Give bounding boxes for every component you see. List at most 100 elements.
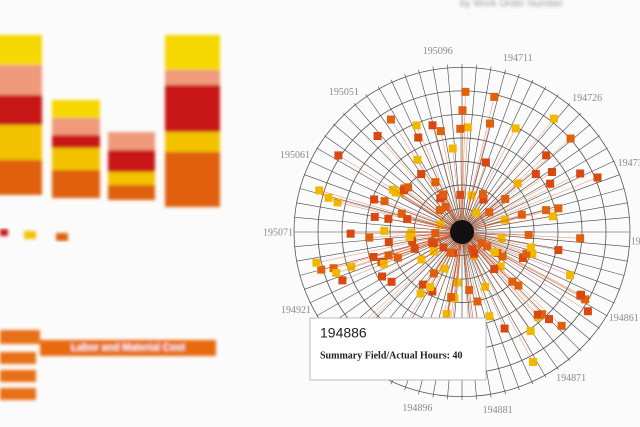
point: [436, 127, 445, 136]
link: [416, 125, 463, 233]
point: [431, 178, 440, 187]
panel-title: by Work Order Number: [460, 0, 564, 10]
point: [377, 272, 386, 281]
point: [501, 195, 510, 204]
point: [511, 124, 520, 133]
point: [517, 210, 526, 219]
point: [405, 233, 414, 242]
link: [461, 231, 581, 239]
point: [481, 282, 490, 291]
table-cell: [0, 370, 36, 382]
point: [347, 262, 356, 271]
point: [428, 239, 437, 248]
radial-label: 194881: [483, 405, 513, 416]
tooltip: 194886 Summary Field/Actual Hours: 40: [309, 317, 487, 381]
point: [400, 186, 409, 195]
link: [391, 231, 463, 283]
radial-label: 194871: [556, 373, 586, 384]
point: [545, 315, 554, 324]
point: [380, 197, 389, 206]
bar-segment: [52, 118, 100, 135]
point: [548, 212, 557, 221]
point: [468, 245, 477, 254]
point: [518, 253, 527, 262]
point: [338, 276, 347, 285]
point: [370, 195, 379, 204]
point: [334, 151, 343, 160]
point: [554, 246, 563, 255]
point: [439, 190, 448, 199]
spoke: [461, 231, 571, 361]
point: [576, 234, 585, 243]
point: [332, 268, 341, 277]
point: [414, 133, 423, 142]
point: [483, 242, 492, 251]
link: [336, 231, 463, 274]
link: [452, 148, 463, 233]
point: [529, 357, 538, 366]
link: [461, 231, 571, 276]
link: [381, 231, 463, 277]
point: [526, 243, 535, 252]
point: [403, 215, 412, 224]
link: [461, 231, 559, 251]
point: [533, 310, 542, 319]
point: [528, 249, 537, 258]
spoke: [461, 66, 492, 233]
spoke: [309, 160, 463, 233]
point: [436, 220, 445, 229]
point: [379, 259, 388, 268]
link: [461, 162, 487, 233]
link: [321, 231, 463, 270]
bar-segment: [0, 65, 42, 95]
radial-label: 195071: [263, 227, 293, 238]
link: [369, 231, 463, 238]
link: [461, 177, 598, 233]
point: [412, 121, 421, 130]
link: [461, 138, 571, 233]
point: [448, 144, 457, 153]
spoke: [461, 160, 615, 233]
point: [473, 297, 482, 306]
bar-segment: [108, 172, 155, 185]
point: [365, 233, 374, 242]
spoke: [461, 174, 620, 233]
point: [577, 290, 586, 299]
point: [583, 307, 592, 316]
point: [384, 251, 393, 260]
bar-segment: [0, 160, 42, 195]
point: [461, 87, 470, 96]
hub: [450, 220, 474, 244]
point: [490, 247, 499, 256]
bar-segment: [52, 100, 100, 118]
point: [496, 262, 505, 271]
point: [481, 158, 490, 167]
link: [328, 197, 463, 233]
bar-segment: [165, 152, 220, 207]
point: [373, 132, 382, 141]
point: [380, 226, 389, 235]
link: [461, 231, 533, 254]
link: [461, 183, 551, 233]
point: [566, 271, 575, 280]
link: [461, 173, 581, 233]
point: [441, 202, 450, 211]
spoke: [461, 112, 582, 233]
link: [461, 127, 469, 233]
radial-label: 194921: [281, 305, 311, 316]
point: [497, 234, 506, 243]
point: [463, 123, 472, 132]
point: [440, 264, 449, 273]
point: [593, 173, 602, 182]
point: [407, 228, 416, 237]
point: [317, 265, 326, 274]
point: [542, 206, 551, 215]
point: [346, 229, 355, 238]
point: [388, 185, 397, 194]
radial-label: 195061: [280, 150, 310, 161]
swatch: [0, 229, 8, 236]
link: [374, 216, 463, 233]
spoke: [461, 217, 630, 233]
